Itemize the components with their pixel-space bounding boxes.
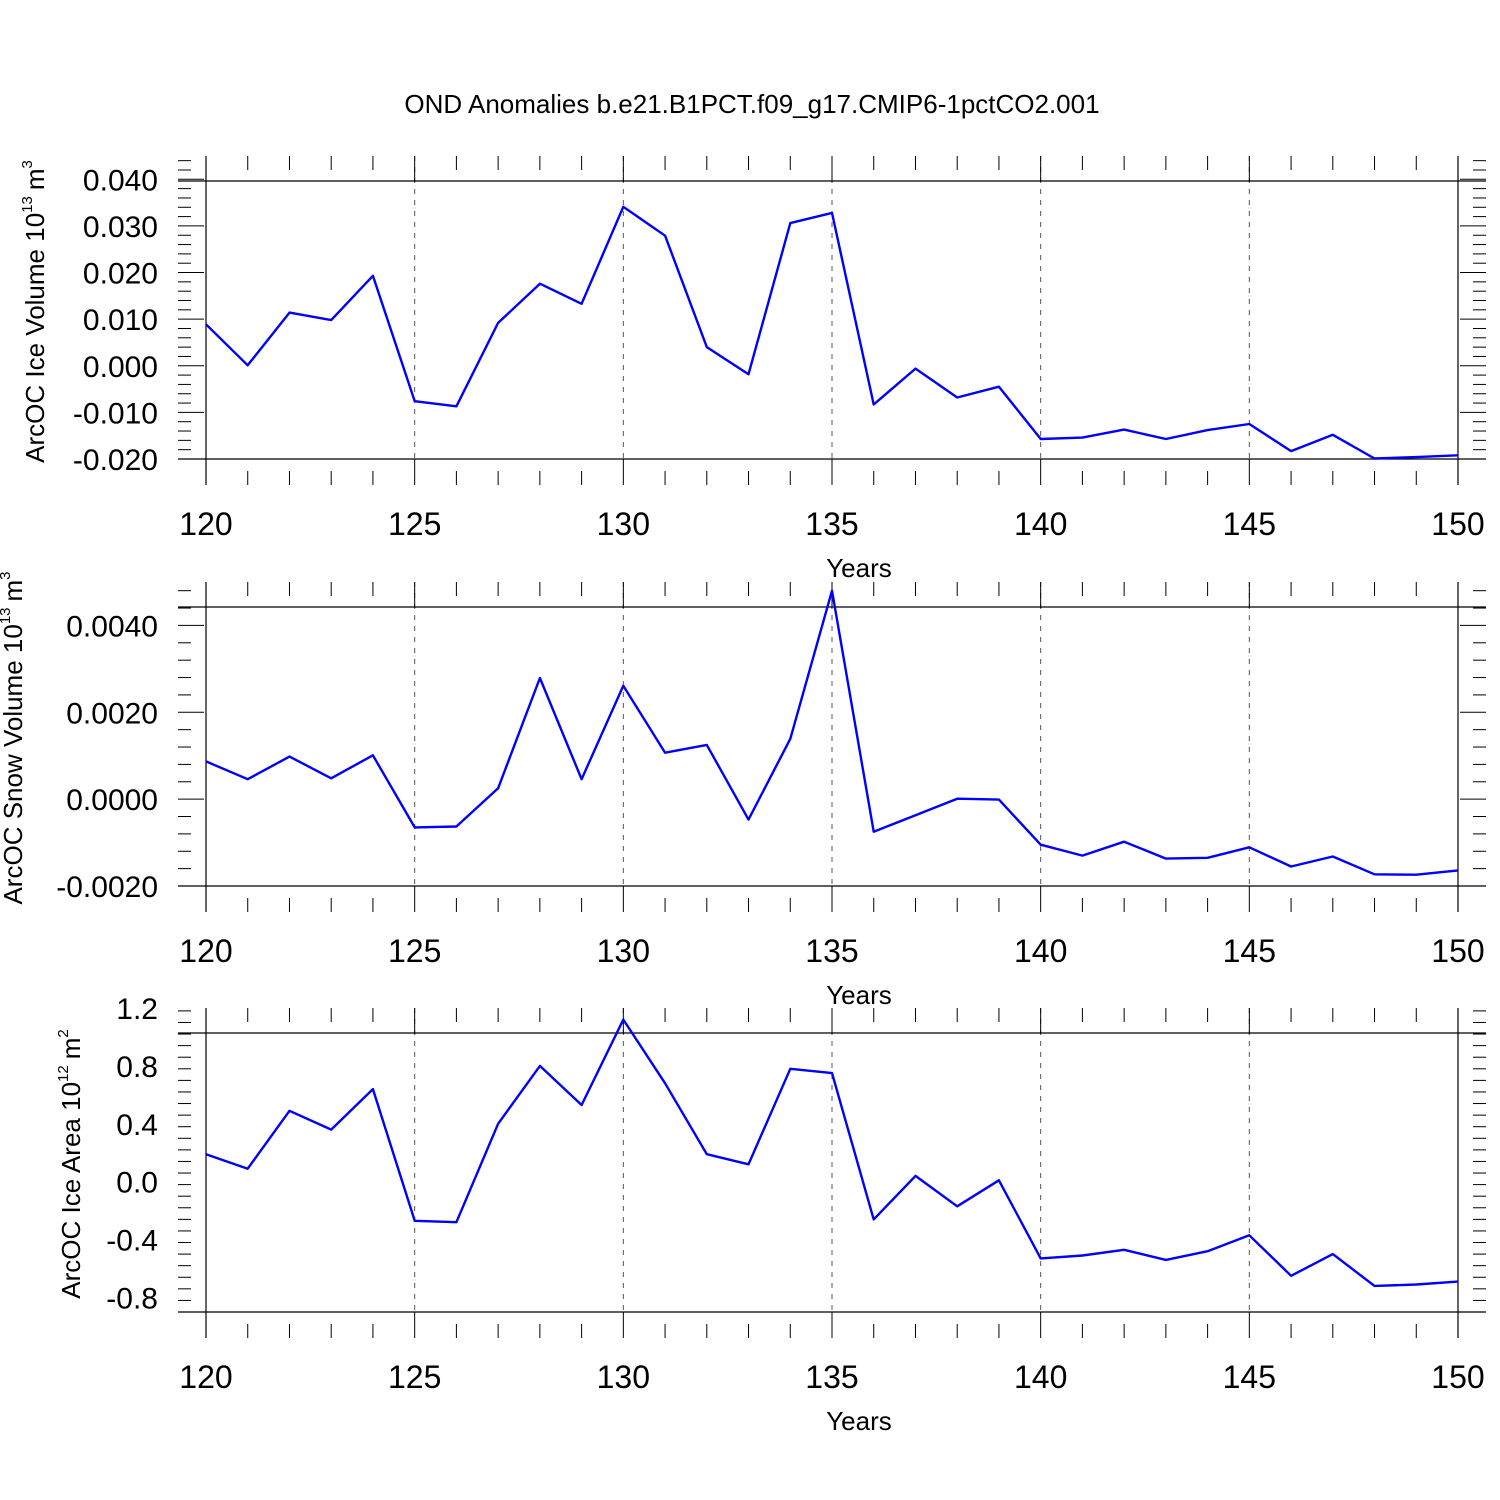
y-tick-label: 1.2 bbox=[116, 993, 158, 1026]
panel-2: 120 125 130 135 140 145 150 -0.0020 0.0000 0.0020… bbox=[0, 571, 1486, 1010]
x-tick-label: 120 bbox=[179, 933, 232, 969]
y-tick-label: 0.0 bbox=[116, 1167, 158, 1200]
x-tick-label: 120 bbox=[179, 506, 232, 542]
y-tick-label: 0.030 bbox=[83, 211, 158, 244]
y-tick-label: 0.040 bbox=[83, 164, 158, 197]
series-line bbox=[205, 589, 1459, 876]
x-tick-label: 140 bbox=[1014, 1359, 1067, 1395]
x-tick-label: 145 bbox=[1223, 1359, 1276, 1395]
x-tick-label: 130 bbox=[597, 933, 650, 969]
x-axis-label: Years bbox=[826, 980, 892, 1010]
panel-3: 120 125 130 135 140 145 150 -0.8 -0.4 0.0 0.4 0.8 1.… bbox=[55, 993, 1486, 1436]
y-tick-label: -0.4 bbox=[106, 1225, 158, 1258]
y-tick-label: 0.0040 bbox=[66, 610, 158, 643]
x-tick-label: 125 bbox=[388, 1359, 441, 1395]
series-line bbox=[205, 1018, 1459, 1288]
x-tick-label: 140 bbox=[1014, 933, 1067, 969]
chart-panels: 120 125 130 135 140 145 150 -0.020 -0.010 0.000 0.… bbox=[0, 156, 1486, 1436]
y-tick-label: 0.020 bbox=[83, 258, 158, 291]
y-axis-label: ArcOC Ice Volume 1013m3 bbox=[19, 160, 50, 463]
x-tick-label: 120 bbox=[179, 1359, 232, 1395]
x-tick-label: 145 bbox=[1223, 933, 1276, 969]
y-tick-label: 0.000 bbox=[83, 351, 158, 384]
y-axis-label: ArcOC Snow Volume 1013m3 bbox=[0, 571, 28, 904]
panel-1: 120 125 130 135 140 145 150 -0.020 -0.010 0.000 0.… bbox=[19, 156, 1486, 583]
y-axis-label: ArcOC Ice Area 1012m2 bbox=[55, 1029, 86, 1298]
x-axis-label: Years bbox=[826, 1406, 892, 1436]
x-axis-label: Years bbox=[826, 553, 892, 583]
y-tick-label: 0.0000 bbox=[66, 784, 158, 817]
y-tick-label: -0.0020 bbox=[56, 871, 158, 904]
x-tick-label: 150 bbox=[1431, 506, 1484, 542]
y-tick-label: -0.8 bbox=[106, 1283, 158, 1316]
x-tick-label: 150 bbox=[1431, 933, 1484, 969]
x-tick-label: 135 bbox=[805, 506, 858, 542]
x-tick-label: 135 bbox=[805, 933, 858, 969]
x-tick-label: 150 bbox=[1431, 1359, 1484, 1395]
chart-title: OND Anomalies b.e21.B1PCT.f09_g17.CMIP6-… bbox=[404, 89, 1099, 119]
x-tick-label: 130 bbox=[597, 506, 650, 542]
y-tick-label: -0.020 bbox=[73, 444, 158, 477]
series-line bbox=[205, 205, 1459, 460]
y-tick-label: -0.010 bbox=[73, 397, 158, 430]
x-tick-label: 135 bbox=[805, 1359, 858, 1395]
x-tick-label: 130 bbox=[597, 1359, 650, 1395]
y-tick-label: 0.4 bbox=[116, 1109, 158, 1142]
x-tick-label: 145 bbox=[1223, 506, 1276, 542]
x-tick-label: 125 bbox=[388, 933, 441, 969]
y-tick-label: 0.0020 bbox=[66, 697, 158, 730]
y-tick-label: 0.8 bbox=[116, 1051, 158, 1084]
x-tick-label: 140 bbox=[1014, 506, 1067, 542]
x-tick-label: 125 bbox=[388, 506, 441, 542]
y-tick-label: 0.010 bbox=[83, 304, 158, 337]
